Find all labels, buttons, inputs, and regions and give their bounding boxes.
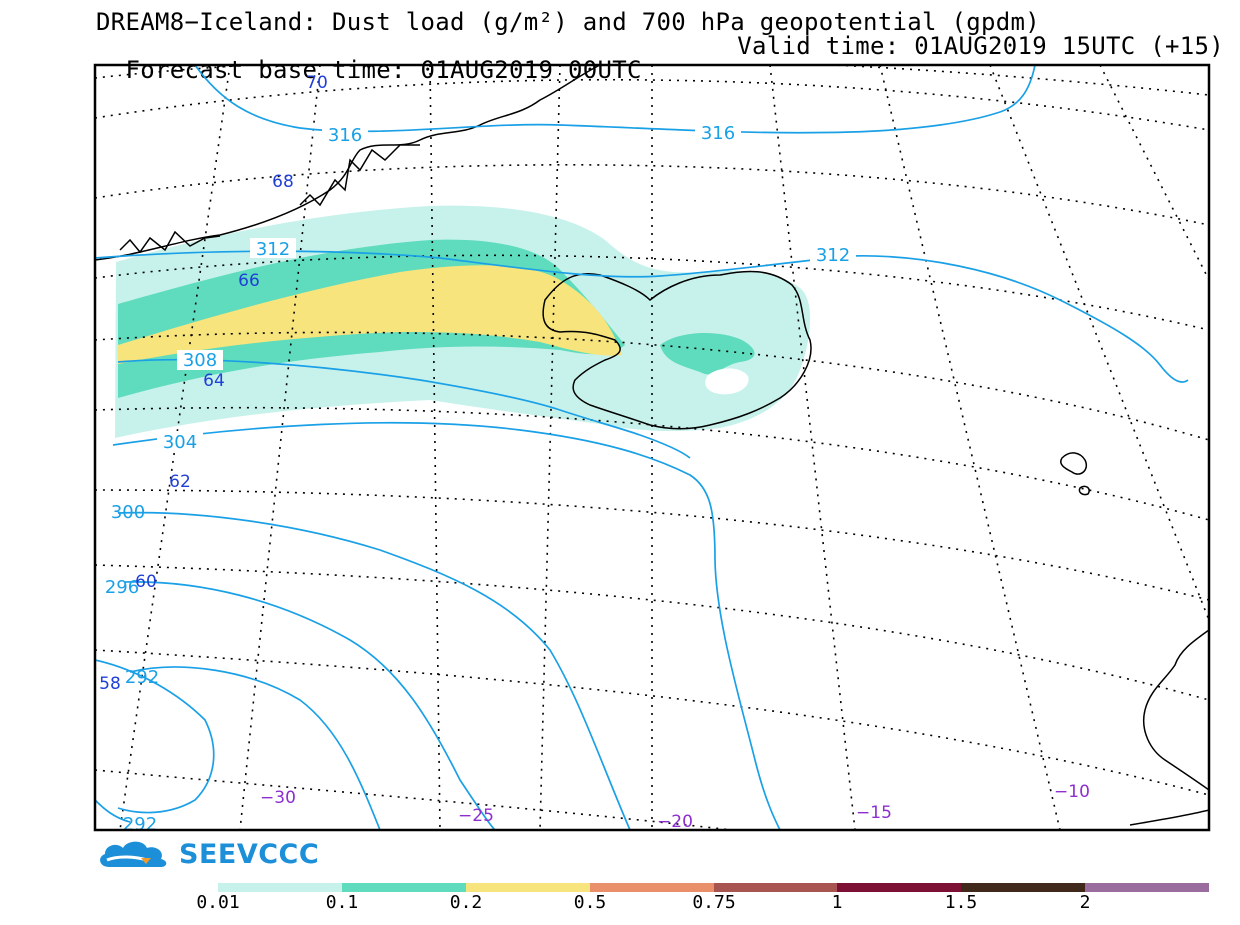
valid-time: Valid time: 01AUG2019 15UTC (+15) [737,32,1224,60]
contour-label-312b: 312 [816,245,850,266]
coastlines [95,65,1209,826]
lon-label-m15: −15 [856,803,892,823]
contour-296 [124,581,496,830]
cloud-logo-icon [100,841,167,867]
geopotential-contours [95,65,1189,830]
legend-tick-6: 1 [831,892,843,913]
contour-308 [117,358,691,459]
dust-region-010-east [660,333,755,375]
dust-region-020 [118,265,622,364]
legend-swatch-6 [837,883,962,892]
contour-label-296: 296 [105,577,139,598]
contour-292-b [95,799,131,823]
legend-swatch-4 [589,883,714,892]
legend-tick-7: 1.5 [944,892,978,913]
contour-label-316b: 316 [701,123,735,144]
contour-label-292b: 292 [123,814,157,835]
lon-label-m20: −20 [657,812,693,832]
map-title: DREAM8−Iceland: Dust load (g/m²) and 700… [96,8,1040,36]
graticule [95,65,1209,830]
legend-swatch-5 [713,883,838,892]
greenland-fjords [119,144,420,254]
clear-patch [705,368,749,395]
lat-label-60: 60 [135,572,157,592]
faroe-islands [1060,452,1090,496]
legend-swatch-7 [961,883,1086,892]
legend-swatch-8 [1085,883,1209,892]
contour-300 [117,511,631,830]
legend-tick-1: 0.01 [196,892,240,913]
legend-swatch-3 [465,883,590,892]
lat-label-70: 70 [306,73,328,93]
lon-label-m10: −10 [1054,782,1090,802]
iceland-coastline [542,270,812,430]
legend-tick-3: 0.2 [449,892,483,913]
contour-label-292: 292 [125,667,159,688]
lon-label-m25: −25 [458,806,494,826]
contour-292 [95,659,215,814]
contour-label-300: 300 [111,502,145,523]
legend-color-bar [218,883,1209,892]
lat-label-64: 64 [203,371,225,391]
contour-292-c [129,666,381,830]
map-frame [93,63,1211,832]
legend-tick-5: 0.75 [692,892,736,913]
map-subtitle: Forecast base time: 01AUG2019 00UTC Vali… [96,34,1224,106]
legend-swatch-2 [341,883,466,892]
seevccc-logo: SEEVCCC [95,836,319,872]
lat-label-68: 68 [272,172,294,192]
forecast-base-time: Forecast base time: 01AUG2019 00UTC [125,56,642,84]
legend-swatch-1 [218,883,342,892]
scotland-coastline [1143,629,1209,791]
contour-label-308: 308 [183,350,217,371]
contour-316 [194,65,1036,134]
greenland-coastline [95,65,601,261]
legend-tick-2: 0.1 [325,892,359,913]
contour-304 [112,421,781,830]
contour-label-316a: 316 [328,125,362,146]
lat-label-58: 58 [99,674,121,694]
contour-312 [95,250,1189,383]
norway-edge [1129,809,1209,826]
lon-label-m30: −30 [260,788,296,808]
lat-label-62: 62 [169,472,191,492]
legend-tick-8: 2 [1079,892,1091,913]
contour-label-312a: 312 [256,239,290,260]
lat-label-66: 66 [238,271,260,291]
contour-label-304: 304 [163,432,197,453]
logo-text: SEEVCCC [179,838,320,870]
legend-tick-4: 0.5 [573,892,607,913]
